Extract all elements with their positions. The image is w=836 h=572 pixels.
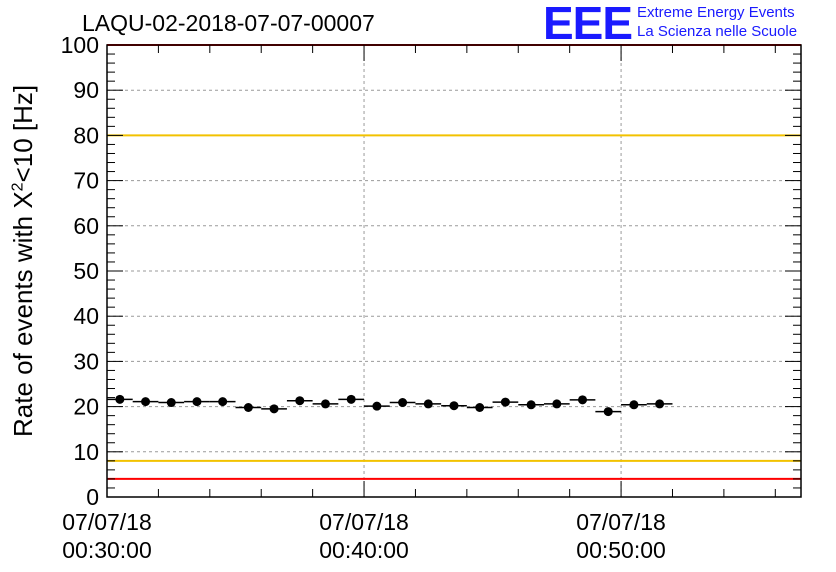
data-point <box>346 394 356 404</box>
data-point <box>295 396 305 406</box>
y-tick-label: 10 <box>73 439 99 465</box>
y-tick-label: 50 <box>73 258 99 284</box>
y-axis-label-suffix: <10 [Hz] <box>8 84 38 183</box>
grid-layer <box>107 45 801 497</box>
logo-line-1: Extreme Energy Events <box>637 4 795 21</box>
x-tick-time: 00:30:00 <box>62 537 152 563</box>
x-tick-date: 07/07/18 <box>319 509 409 535</box>
reference-lines <box>107 44 801 480</box>
data-points <box>107 394 673 417</box>
data-point <box>141 397 151 407</box>
y-axis-label-sup: 2 <box>9 182 27 192</box>
x-tick-time: 00:50:00 <box>576 537 666 563</box>
eee-logo: EEE <box>543 0 633 49</box>
data-point <box>629 400 639 410</box>
y-tick-label: 40 <box>73 303 99 329</box>
logo-caption: Extreme Energy Events La Scienza nelle S… <box>637 3 797 41</box>
data-point <box>372 401 382 411</box>
y-tick-label: 20 <box>73 394 99 420</box>
y-tick-label: 0 <box>86 484 99 510</box>
data-point <box>115 394 125 404</box>
data-point <box>192 397 202 407</box>
data-point <box>423 399 433 409</box>
data-point <box>655 399 665 409</box>
data-point <box>578 395 588 405</box>
data-point <box>500 397 510 407</box>
x-tick-date: 07/07/18 <box>62 509 152 535</box>
y-axis-label: Rate of events with X2<10 [Hz] <box>8 85 39 437</box>
chart-title: LAQU-02-2018-07-07-00007 <box>82 10 375 36</box>
axis-ticks <box>106 44 801 498</box>
tick-labels: 010203040506070809010007/07/1800:30:0007… <box>61 32 666 563</box>
y-tick-label: 30 <box>73 348 99 374</box>
y-tick-label: 100 <box>61 32 99 58</box>
y-axis-label-prefix: Rate of events with X <box>8 191 38 437</box>
data-point <box>243 403 253 413</box>
data-point <box>449 401 459 411</box>
data-point <box>526 400 536 410</box>
data-point <box>603 407 613 417</box>
data-point <box>398 398 408 408</box>
data-point <box>269 404 279 414</box>
y-tick-label: 60 <box>73 213 99 239</box>
data-point <box>475 403 485 413</box>
data-point <box>166 398 176 408</box>
logo-line-2: La Scienza nelle Scuole <box>637 23 798 40</box>
y-tick-label: 80 <box>73 122 99 148</box>
data-point <box>320 399 330 409</box>
data-point <box>552 399 562 409</box>
data-point <box>218 397 228 407</box>
y-tick-label: 70 <box>73 168 99 194</box>
y-tick-label: 90 <box>73 77 99 103</box>
x-tick-time: 00:40:00 <box>319 537 409 563</box>
x-tick-date: 07/07/18 <box>576 509 666 535</box>
